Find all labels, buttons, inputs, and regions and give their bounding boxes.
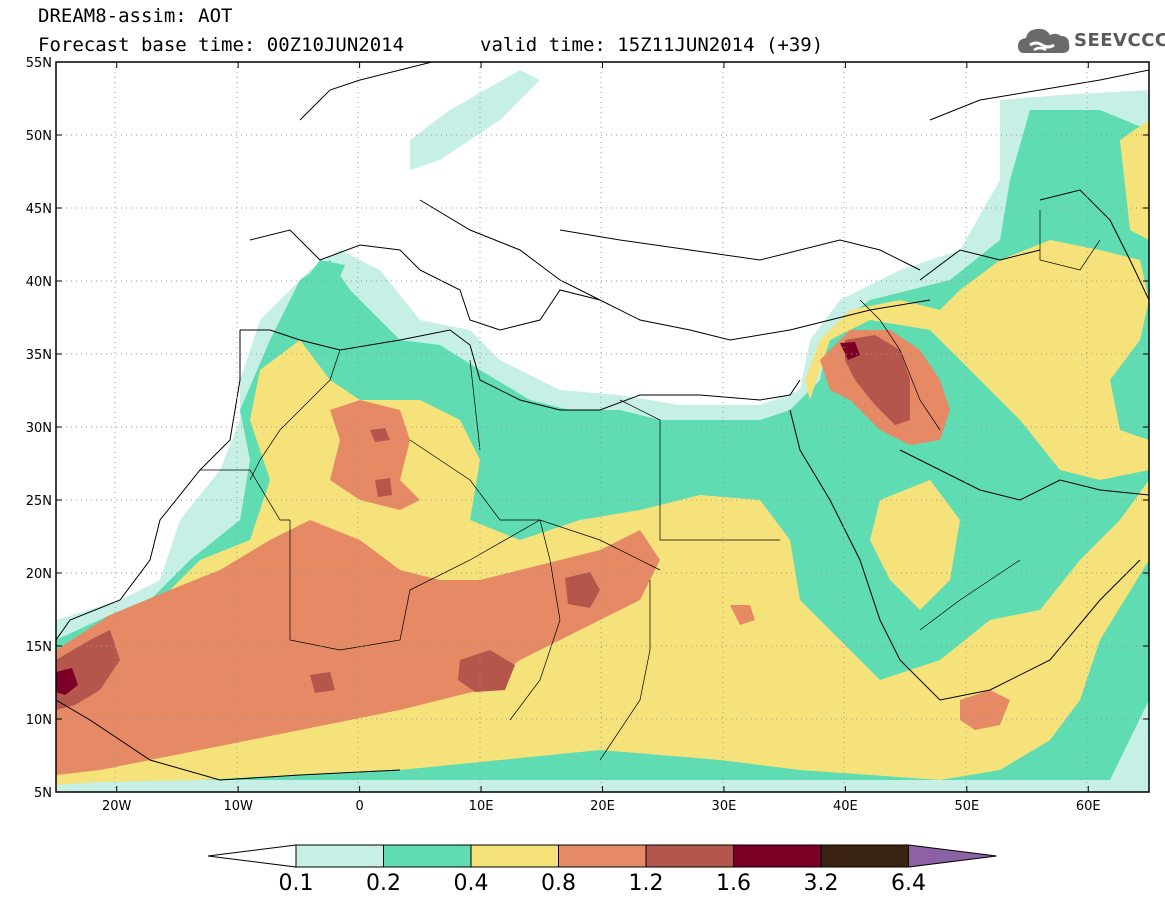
axis-ticks [56,61,1149,793]
lat-labels: 55N 50N 45N 40N 35N 30N 25N 20N 15N 10N 5N [26,56,52,801]
colorbar-label: 3.2 [804,871,839,896]
lon-label: 10E [469,799,494,814]
lat-label: 50N [26,129,52,144]
colorbar-label: 0.1 [279,871,314,896]
lon-label: 40E [833,799,858,814]
graticule [56,62,1149,792]
base-time: Forecast base time: 00Z10JUN2014 [38,34,405,56]
lat-label: 30N [26,421,52,436]
lat-label: 20N [26,567,52,582]
colorbar-cell [733,844,822,868]
logo-text: SEEVCCC [1074,30,1165,51]
colorbar-label: 1.6 [716,871,751,896]
valid-time: valid time: 15Z11JUN2014 (+39) [480,34,824,56]
colorbar-cell [470,844,559,868]
lat-label: 55N [26,56,52,71]
colorbar-cell [295,844,384,868]
forecast-times: Forecast base time: 00Z10JUN2014 valid ti… [38,34,823,56]
colorbar-cell [645,844,734,868]
map-title: DREAM8-assim: AOT [38,5,233,27]
seevccc-logo: SEEVCCC [1016,23,1165,59]
lat-label: 15N [26,640,52,655]
lat-label: 5N [34,786,52,801]
colorbar-upper-arrow [908,844,997,868]
lon-label: 20W [102,799,132,814]
lat-label: 25N [26,494,52,509]
colorbar-label: 1.2 [629,871,664,896]
lon-label: 10W [223,799,253,814]
aot-contours [56,62,1149,792]
cloud-icon [1018,28,1070,53]
colorbar-label: 0.8 [541,871,576,896]
colorbar-labels: 0.1 0.2 0.4 0.8 1.2 1.6 3.2 6.4 [279,871,927,896]
coastlines [56,62,1149,781]
lat-label: 35N [26,348,52,363]
colorbar-cell [558,844,647,868]
lat-label: 45N [26,202,52,217]
lon-label: 60E [1076,799,1101,814]
colorbar: 0.1 0.2 0.4 0.8 1.2 1.6 3.2 6.4 [207,844,997,896]
colorbar-label: 0.2 [366,871,401,896]
lat-label: 10N [26,713,52,728]
colorbar-label: 0.4 [454,871,489,896]
lat-label: 40N [26,275,52,290]
colorbar-cell [820,844,909,868]
colorbar-cells [207,844,997,868]
colorbar-lower-arrow [207,844,297,868]
lon-labels: 20W 10W 0 10E 20E 30E 40E 50E 60E [102,799,1101,814]
lon-label: 50E [954,799,979,814]
lon-label: 20E [590,799,615,814]
colorbar-cell [383,844,472,868]
country-borders [200,210,1101,761]
colorbar-label: 6.4 [891,871,926,896]
lon-label: 30E [712,799,737,814]
lon-label: 0 [355,799,363,814]
